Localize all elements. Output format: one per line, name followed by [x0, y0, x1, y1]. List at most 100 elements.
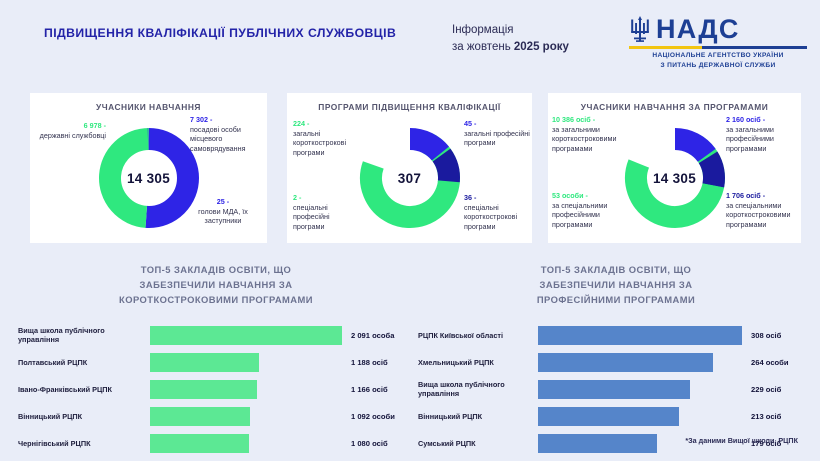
logo-wordmark-row: НАДС	[629, 16, 809, 43]
bar-row: Івано-Франківський РЦПК 1 166 осіб	[18, 379, 414, 400]
bar-value: 229 осіб	[751, 384, 782, 394]
donut-legend-item: 7 302 - посадові особи місцевого самовря…	[190, 115, 266, 154]
logo-wordmark: НАДС	[656, 14, 740, 44]
legend-label: посадові особи місцевого самоврядування	[190, 124, 246, 153]
legend-label: спеціальні професійні програми	[293, 202, 330, 231]
legend-label: спеціальні короткострокові програми	[464, 202, 518, 231]
bar-value: 179 осіб	[751, 438, 782, 448]
donut-card-participants: УЧАСНИКИ НАВЧАННЯ 14 305 6 978 - державн…	[30, 93, 267, 243]
legend-label: за загальними професійними програмами	[726, 124, 774, 153]
report-period: Інформація за жовтень 2025 року	[452, 22, 569, 55]
report-period-prefix: за жовтень	[452, 40, 514, 53]
logo-divider	[629, 46, 807, 49]
bar-value: 1 188 осіб	[351, 357, 388, 367]
legend-value: 36 -	[464, 193, 477, 202]
card-title: УЧАСНИКИ НАВЧАННЯ	[96, 102, 201, 112]
bar-label: Чернігівський РЦПК	[18, 438, 91, 448]
bar-rows: РЦПК Київської області 308 осіб Хмельниц…	[418, 325, 814, 454]
bar-track	[538, 352, 742, 373]
legend-label: за спеціальними професійними програмами	[552, 200, 608, 229]
report-period-line2: за жовтень 2025 року	[452, 39, 569, 56]
logo-subtitle-line2: З ПИТАНЬ ДЕРЖАВНОЇ СЛУЖБИ	[660, 61, 776, 69]
bar-row: РЦПК Київської області 308 осіб	[418, 325, 814, 346]
bar-value: 213 осіб	[751, 411, 782, 421]
legend-value: 2 -	[293, 193, 302, 202]
bar-value: 264 особи	[751, 357, 789, 367]
legend-value: 10 386 осіб -	[552, 115, 596, 124]
bar-chart-title: ТОП-5 ЗАКЛАДІВ ОСВІТИ, ЩО ЗАБЕЗПЕЧИЛИ НА…	[18, 262, 414, 308]
bar-fill	[538, 379, 690, 399]
bar-fill	[538, 325, 742, 345]
bar-row: Вища школа публічного управління 229 осі…	[418, 379, 814, 400]
page-header: ПІДВИЩЕННЯ КВАЛІФІКАЦІЇ ПУБЛІЧНИХ СЛУЖБО…	[0, 0, 820, 78]
bar-label: Вінницький РЦПК	[18, 411, 83, 421]
bar-track	[538, 325, 742, 346]
legend-value: 2 160 осіб -	[726, 115, 766, 124]
legend-value: 224 -	[293, 119, 310, 128]
donut-legend-item: 6 978 - державні службовці	[34, 121, 106, 140]
donut-legend-item: 10 386 осіб - за загальними короткострок…	[552, 115, 634, 154]
bar-row: Вінницький РЦПК 213 осіб	[418, 406, 814, 427]
card-title: УЧАСНИКИ НАВЧАННЯ ЗА ПРОГРАМАМИ	[580, 102, 769, 112]
bar-track	[150, 325, 342, 346]
donut-legend-item: 53 особи - за спеціальними професійними …	[552, 191, 626, 230]
bar-row: Сумський РЦПК 179 осіб	[418, 433, 814, 454]
bar-fill	[150, 352, 260, 372]
bar-row: Чернігівський РЦПК 1 080 осіб	[18, 433, 414, 454]
bar-track	[150, 352, 342, 373]
donut-card-programs: ПРОГРАМИ ПІДВИЩЕННЯ КВАЛІФІКАЦІЇ 307 224…	[287, 93, 532, 243]
donut-card-participants-by-program: УЧАСНИКИ НАВЧАННЯ ЗА ПРОГРАМАМИ 14 305 1…	[548, 93, 801, 243]
bar-track	[538, 379, 742, 400]
bar-track	[538, 406, 742, 427]
trident-icon	[629, 16, 651, 43]
legend-label: державні службовці	[39, 130, 106, 140]
bar-chart-title-line: КОРОТКОСТРОКОВИМИ ПРОГРАМАМИ	[119, 294, 313, 306]
bar-fill	[150, 325, 342, 345]
bar-label: Хмельницький РЦПК	[418, 357, 494, 367]
bar-chart-title-line: ТОП-5 ЗАКЛАДІВ ОСВІТИ, ЩО	[540, 264, 692, 275]
bar-fill	[150, 406, 251, 426]
bar-fill	[538, 352, 713, 372]
bar-label: Івано-Франківський РЦПК	[18, 384, 112, 394]
legend-label: загальні професійні програми	[464, 128, 530, 148]
legend-label: голови МДА, їх заступники	[198, 206, 248, 226]
bar-label: Вища школа публічного управління	[418, 379, 505, 399]
bar-row: Вінницький РЦПК 1 092 особи	[18, 406, 414, 427]
legend-value: 6 978 -	[83, 121, 106, 130]
donut-legend-item: 1 706 осіб - за спеціальними короткостро…	[726, 191, 800, 230]
card-title: ПРОГРАМИ ПІДВИЩЕННЯ КВАЛІФІКАЦІЇ	[318, 102, 501, 112]
bar-chart-short-term-programs: ТОП-5 ЗАКЛАДІВ ОСВІТИ, ЩО ЗАБЕЗПЕЧИЛИ НА…	[18, 262, 414, 460]
legend-value: 7 302 -	[190, 115, 213, 124]
donut-legend-item: 2 - спеціальні професійні програми	[293, 193, 363, 232]
bar-row: Полтавський РЦПК 1 188 осіб	[18, 352, 414, 373]
bar-chart-title-line: ПРОФЕСІЙНИМИ ПРОГРАМАМИ	[536, 294, 696, 306]
nads-logo: НАДС НАЦІОНАЛЬНЕ АГЕНТСТВО УКРАЇНИ З ПИТ…	[629, 16, 809, 69]
bar-track	[150, 379, 342, 400]
bar-value: 308 осіб	[751, 330, 782, 340]
legend-label: за загальними короткостроковими програма…	[552, 124, 617, 153]
logo-subtitle-line1: НАЦІОНАЛЬНЕ АГЕНТСТВО УКРАЇНИ	[652, 52, 784, 59]
legend-value: 45 -	[464, 119, 477, 128]
donut-legend-item: 224 - загальні короткострокові програми	[293, 119, 367, 158]
legend-value: 25 -	[216, 197, 230, 206]
bar-chart-title: ТОП-5 ЗАКЛАДІВ ОСВІТИ, ЩО ЗАБЕЗПЕЧИЛИ НА…	[418, 262, 814, 308]
bar-rows: Вища школа публічного управління 2 091 о…	[18, 325, 414, 454]
donut-legend-item: 36 - спеціальні короткострокові програми	[464, 193, 534, 232]
donut-legend-item: 25 - голови МДА, їх заступники	[185, 197, 261, 226]
donut-chart-participants-by-program: 14 305	[623, 126, 727, 230]
bar-row: Хмельницький РЦПК 264 особи	[418, 352, 814, 373]
bar-label: РЦПК Київської області	[418, 330, 503, 340]
legend-value: 53 особи -	[552, 191, 588, 200]
footnote: *За даними Вищої школи, РЦПК	[685, 436, 798, 445]
bar-label: Полтавський РЦПК	[18, 357, 88, 367]
bar-fill	[150, 433, 250, 453]
report-period-year: 2025 року	[513, 40, 569, 53]
bar-chart-professional-programs: ТОП-5 ЗАКЛАДІВ ОСВІТИ, ЩО ЗАБЕЗПЕЧИЛИ НА…	[418, 262, 814, 460]
bar-track	[150, 433, 342, 454]
legend-label: загальні короткострокові програми	[293, 128, 347, 157]
donut-legend-item: 45 - загальні професійні програми	[464, 119, 530, 148]
page-title: ПІДВИЩЕННЯ КВАЛІФІКАЦІЇ ПУБЛІЧНИХ СЛУЖБО…	[44, 26, 397, 40]
donut-chart-programs: 307	[358, 126, 462, 230]
bar-chart-title-line: ЗАБЕЗПЕЧИЛИ НАВЧАННЯ ЗА	[539, 279, 693, 291]
legend-value: 1 706 осіб -	[726, 191, 766, 200]
